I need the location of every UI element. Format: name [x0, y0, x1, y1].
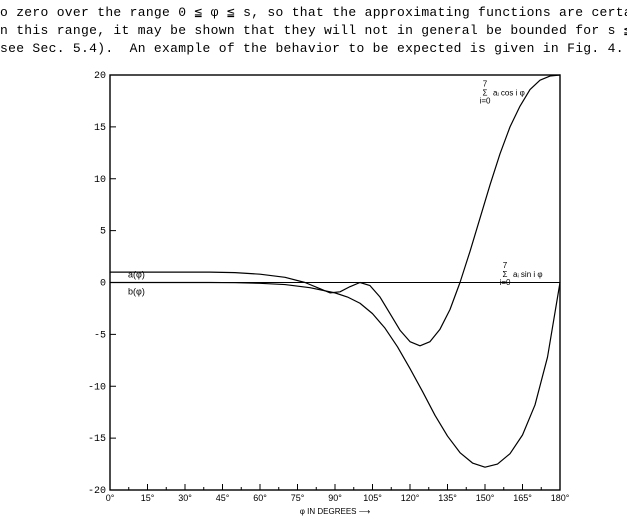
svg-text:aᵢ sin i φ: aᵢ sin i φ: [513, 270, 543, 279]
y-tick-label: 0: [100, 279, 106, 290]
x-tick-label: 0°: [106, 493, 115, 503]
x-tick-label: 90°: [328, 493, 342, 503]
y-tick-label: 20: [94, 71, 106, 82]
y-tick-label: 10: [94, 175, 106, 186]
y-tick-label: -20: [88, 486, 106, 497]
y-tick-label: -5: [94, 330, 106, 341]
text-line-2: n this range, it may be shown that they …: [0, 23, 627, 38]
text-line-3: see Sec. 5.4). An example of the behavio…: [0, 41, 624, 56]
x-tick-label: 105°: [363, 493, 382, 503]
body-text: o zero over the range 0 ≦ φ ≦ s, so that…: [0, 4, 627, 58]
x-tick-label: 30°: [178, 493, 192, 503]
y-tick-label: -15: [88, 434, 106, 445]
x-tick-label: 45°: [216, 493, 230, 503]
x-tick-label: 180°: [551, 493, 570, 503]
y-tick-label: 15: [94, 123, 106, 134]
x-tick-label: 165°: [513, 493, 532, 503]
x-tick-label: 75°: [291, 493, 305, 503]
label-a-phi: a(φ): [128, 270, 145, 280]
label-b-phi: b(φ): [128, 287, 145, 297]
svg-text:i=0: i=0: [480, 97, 491, 106]
x-tick-label: 135°: [438, 493, 457, 503]
x-tick-label: 150°: [476, 493, 495, 503]
svg-text:7: 7: [483, 80, 488, 89]
x-tick-label: 60°: [253, 493, 267, 503]
y-tick-label: -10: [88, 382, 106, 393]
y-tick-label: 5: [100, 227, 106, 238]
x-tick-label: 120°: [401, 493, 420, 503]
figure-4-chart: -20 -15 -10 -5 0 5 10 15 20 0° 15° 30° 45° 60° 75° 90° 1…: [60, 65, 580, 525]
chart-svg: -20 -15 -10 -5 0 5 10 15 20 0° 15° 30° 45° 60° 75° 90° 1…: [60, 65, 580, 525]
svg-text:7: 7: [503, 261, 508, 270]
svg-text:i=0: i=0: [500, 278, 511, 287]
x-tick-label: 15°: [141, 493, 155, 503]
x-axis-title: φ IN DEGREES ⟶: [300, 507, 371, 516]
svg-text:aᵢ cos i φ: aᵢ cos i φ: [493, 89, 525, 98]
text-line-1: o zero over the range 0 ≦ φ ≦ s, so that…: [0, 5, 627, 20]
